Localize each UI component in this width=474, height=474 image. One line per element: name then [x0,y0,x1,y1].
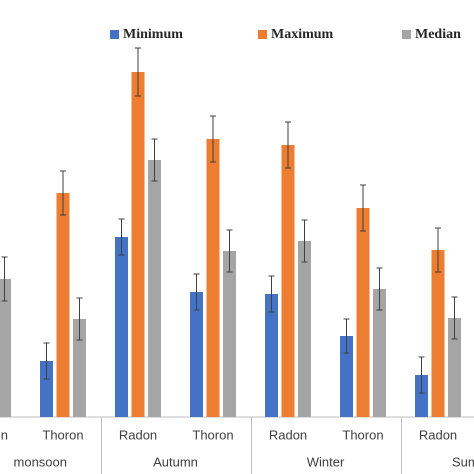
error-bar [418,356,425,394]
bar [281,145,295,417]
error-bar [43,342,50,380]
x-tick-label: Radon [119,427,157,442]
bar [448,318,461,417]
group-label: Sum [452,454,474,469]
error-bar [60,170,66,216]
error-bar [226,229,233,273]
error-bar [118,218,125,256]
error-bar [451,296,458,340]
error-bar [343,318,350,354]
bar [356,208,370,417]
bar [265,294,278,417]
bar [40,361,53,417]
bar [415,375,428,417]
group-label: Autumn [153,454,198,469]
error-bar [360,184,366,232]
legend-swatch [402,30,411,39]
error-bar [268,275,275,313]
error-bar [435,227,441,273]
bar [206,139,220,417]
bar [223,251,236,417]
bar [115,237,128,417]
error-bar [135,47,141,97]
legend-label: Minimum [123,27,183,42]
x-tick-label: Radon [419,427,457,442]
error-bar [76,297,83,341]
bar [0,279,11,417]
legend-swatch [258,30,267,39]
error-bar [193,273,200,311]
error-bar [301,219,308,263]
error-bar [376,267,383,311]
x-tick-label: Radon [269,427,307,442]
x-tick-label: Thoron [342,427,383,442]
error-bar [285,121,291,169]
legend-label: Median [415,27,461,42]
bar [340,336,353,417]
x-tick-label: n [1,427,8,442]
bar [56,193,70,417]
bar [131,72,145,417]
bar [431,250,445,417]
legend-label: Maximum [271,27,334,42]
group-label: monsoon [14,454,67,469]
legend-swatch [110,30,119,39]
bar [298,241,311,417]
bar [73,319,86,417]
error-bar [210,115,216,163]
bar [190,292,203,417]
x-tick-label: Thoron [42,427,83,442]
x-tick-label: Thoron [192,427,233,442]
group-label: Winter [307,454,345,469]
error-bar [151,138,158,182]
bar [373,289,386,417]
error-bar [1,256,8,302]
bar [148,160,161,417]
